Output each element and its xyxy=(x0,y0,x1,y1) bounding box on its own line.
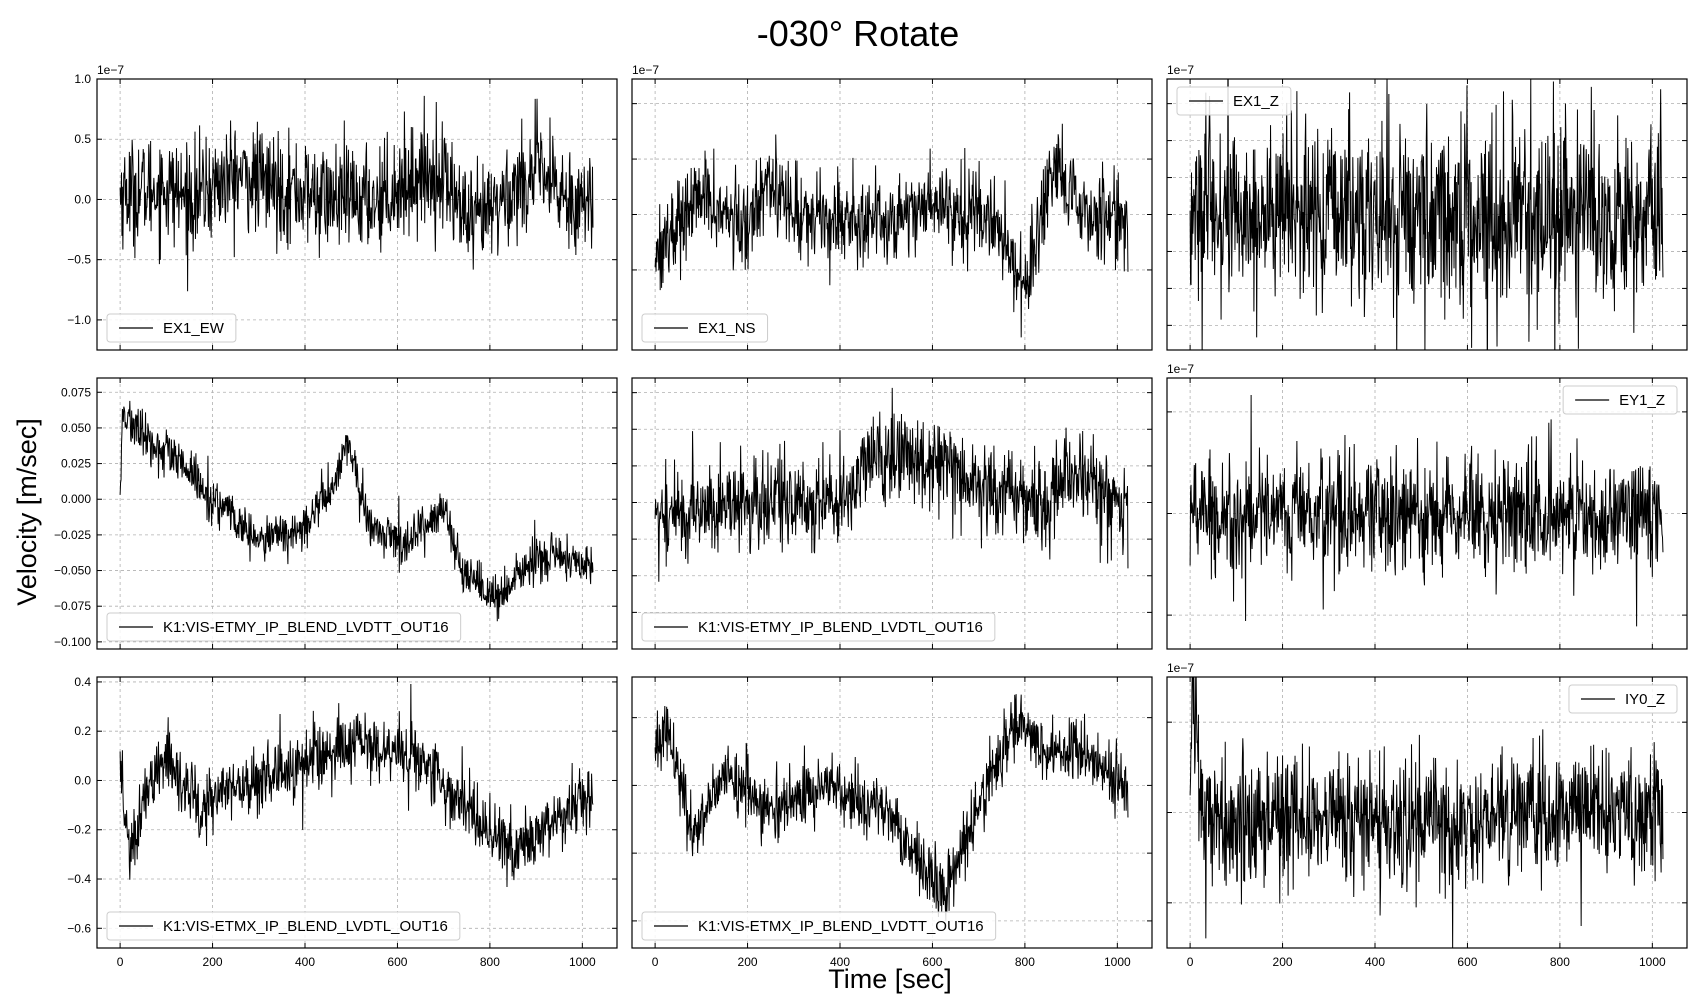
x-tick-label: 800 xyxy=(1550,955,1570,969)
y-tick-label: −1.0 xyxy=(67,313,91,327)
legend-label: EX1_EW xyxy=(163,320,225,337)
axis-offset-text: 1e−7 xyxy=(1167,362,1194,376)
legend: K1:VIS-ETMX_IP_BLEND_LVDTT_OUT16 xyxy=(641,911,997,941)
legend-box xyxy=(106,911,461,941)
legend-label: K1:VIS-ETMX_IP_BLEND_LVDTT_OUT16 xyxy=(698,918,984,935)
y-axis-label: Velocity [m/sec] xyxy=(12,418,42,606)
subplot-1: −1.0 −0.5 0.0 0.5 1.0 1e−7 EX1_EW xyxy=(67,63,618,351)
data-series-line xyxy=(1189,394,1664,627)
data-series-line xyxy=(119,95,594,292)
legend: K1:VIS-ETMY_IP_BLEND_LVDTL_OUT16 xyxy=(641,612,996,642)
data-series-line xyxy=(119,400,594,622)
x-axis-label: Time [sec] xyxy=(828,964,952,994)
x-tick-label: 0 xyxy=(1187,955,1194,969)
data-series-line xyxy=(1189,677,1664,948)
x-tick-label: 1000 xyxy=(1104,955,1131,969)
x-tick-label: 600 xyxy=(922,955,942,969)
y-tick-label: 0.4 xyxy=(74,675,91,689)
axes-frame xyxy=(631,377,1153,650)
axes-frame xyxy=(96,78,618,351)
y-tick-label: −0.4 xyxy=(67,872,91,886)
data-series-line xyxy=(1189,79,1664,350)
y-tick-label: −0.025 xyxy=(54,528,91,542)
y-tick-label: −0.050 xyxy=(54,564,91,578)
legend-box xyxy=(1176,86,1292,116)
axis-offset-text: 1e−7 xyxy=(632,63,659,77)
legend-label: EX1_Z xyxy=(1233,93,1279,110)
legend-label: EX1_NS xyxy=(698,320,756,337)
x-tick-label: 600 xyxy=(387,955,407,969)
x-tick-label: 400 xyxy=(295,955,315,969)
legend-box xyxy=(106,612,462,642)
axes-frame xyxy=(96,377,618,650)
data-series-line xyxy=(654,123,1129,338)
data-series-line xyxy=(119,683,594,887)
legend-label: K1:VIS-ETMY_IP_BLEND_LVDTT_OUT16 xyxy=(163,619,449,636)
legend-box xyxy=(641,313,769,343)
subplot-2: 1e−7 EX1_NS xyxy=(631,63,1153,351)
subplot-5: K1:VIS-ETMY_IP_BLEND_LVDTL_OUT16 xyxy=(631,377,1153,650)
legend: IY0_Z xyxy=(1568,684,1678,714)
legend-box xyxy=(106,313,237,343)
x-tick-label: 200 xyxy=(1273,955,1293,969)
legend: EX1_Z xyxy=(1176,86,1292,116)
x-tick-label: 200 xyxy=(203,955,223,969)
subplot-7: 0 200 400 600 800 1000 −0.6 −0.4 −0.2 0.0 0.2 0.4 K1… xyxy=(67,675,618,969)
legend-box xyxy=(1562,385,1678,415)
legend-label: K1:VIS-ETMY_IP_BLEND_LVDTL_OUT16 xyxy=(698,619,983,636)
y-tick-label: −0.5 xyxy=(67,253,91,267)
y-tick-label: 0.2 xyxy=(74,724,91,738)
axis-offset-text: 1e−7 xyxy=(97,63,124,77)
y-tick-label: 0.0 xyxy=(74,192,91,206)
subplot-8: 0 200 400 600 800 1000 K1:VIS-ETMX_IP_BLEND_LV… xyxy=(631,676,1153,969)
data-series-line xyxy=(654,387,1129,582)
legend-box xyxy=(1568,684,1678,714)
x-tick-label: 400 xyxy=(1365,955,1385,969)
legend: K1:VIS-ETMY_IP_BLEND_LVDTT_OUT16 xyxy=(106,612,462,642)
y-tick-label: −0.6 xyxy=(67,921,91,935)
y-tick-label: 0.5 xyxy=(74,132,91,146)
legend-box xyxy=(641,612,996,642)
x-tick-label: 600 xyxy=(1457,955,1477,969)
x-tick-label: 0 xyxy=(652,955,659,969)
legend: EX1_EW xyxy=(106,313,237,343)
y-tick-label: 0.0 xyxy=(74,773,91,787)
axes-frame xyxy=(631,676,1153,949)
y-tick-label: 0.000 xyxy=(61,492,91,506)
x-tick-label: 800 xyxy=(480,955,500,969)
axis-offset-text: 1e−7 xyxy=(1167,63,1194,77)
x-tick-label: 800 xyxy=(1015,955,1035,969)
x-tick-label: 400 xyxy=(830,955,850,969)
y-tick-label: −0.100 xyxy=(54,635,91,649)
x-tick-label: 1000 xyxy=(1639,955,1666,969)
x-tick-label: 0 xyxy=(117,955,124,969)
legend-label: IY0_Z xyxy=(1625,691,1665,708)
subplot-6: 1e−7 EY1_Z xyxy=(1166,362,1688,650)
y-tick-label: −0.2 xyxy=(67,823,91,837)
y-tick-label: 0.075 xyxy=(61,385,91,399)
y-tick-label: −0.075 xyxy=(54,599,91,613)
x-tick-label: 200 xyxy=(738,955,758,969)
subplot-9: 0 200 400 600 800 1000 1e−7 IY0_Z xyxy=(1166,661,1688,969)
legend: K1:VIS-ETMX_IP_BLEND_LVDTL_OUT16 xyxy=(106,911,461,941)
y-tick-label: 0.050 xyxy=(61,421,91,435)
y-tick-label: 0.025 xyxy=(61,457,91,471)
x-tick-label: 1000 xyxy=(569,955,596,969)
subplot-grid: −1.0−0.50.00.51.01e−7EX1_EW1e−7EX1_NS1e−… xyxy=(54,63,1688,969)
legend: EX1_NS xyxy=(641,313,769,343)
legend-box xyxy=(641,911,997,941)
legend-label: EY1_Z xyxy=(1619,392,1665,409)
data-series-line xyxy=(654,694,1129,921)
y-tick-label: 1.0 xyxy=(74,72,91,86)
subplot-4: −0.100 −0.075 −0.050 −0.025 0.000 0.025 0.050 0… xyxy=(54,377,618,650)
axis-offset-text: 1e−7 xyxy=(1167,661,1194,675)
legend-label: K1:VIS-ETMX_IP_BLEND_LVDTL_OUT16 xyxy=(163,918,448,935)
axes-frame xyxy=(96,676,618,949)
legend: EY1_Z xyxy=(1562,385,1678,415)
subplot-3: 1e−7 EX1_Z xyxy=(1166,63,1688,351)
figure-title: -030° Rotate xyxy=(757,13,960,54)
